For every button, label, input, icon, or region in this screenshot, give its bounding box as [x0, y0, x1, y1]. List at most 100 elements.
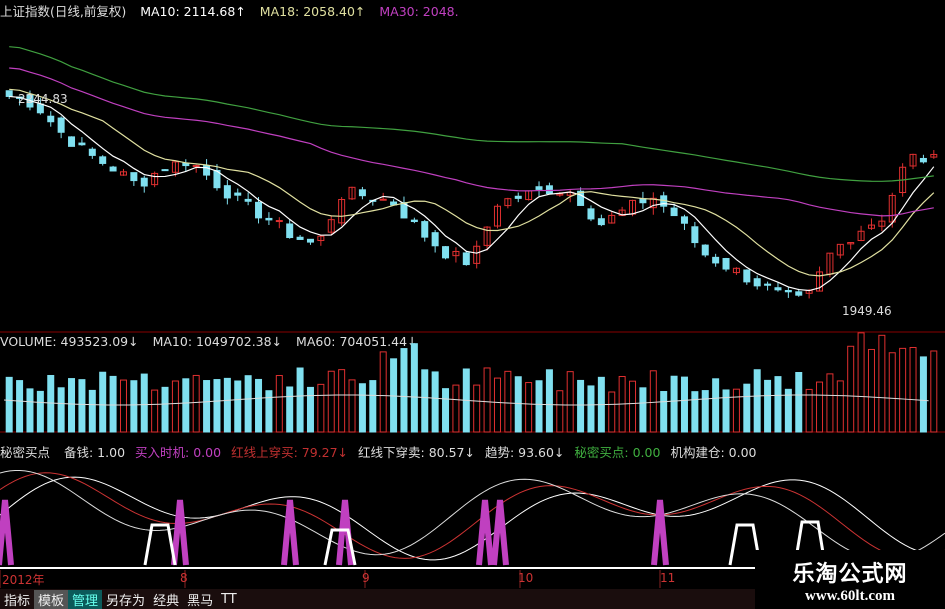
candle [774, 287, 782, 291]
volume-bar [784, 388, 792, 433]
volume-bar [805, 388, 813, 433]
tab-template[interactable]: 模板 [34, 589, 69, 609]
watermark-name: 乐淘公式网 [792, 561, 908, 587]
indicator-value: 秘密买点: 0.00 [574, 445, 661, 460]
ma30-value: MA30: 2048. [379, 4, 459, 19]
volume-bar [306, 386, 314, 433]
volume-bar [629, 380, 637, 433]
volume-bar [795, 371, 803, 433]
volume-bar [577, 379, 585, 433]
volume-bar [691, 391, 699, 433]
tab-tt[interactable]: TT [221, 591, 237, 607]
candle [473, 245, 481, 264]
volume-bar [317, 383, 325, 433]
volume-bar [919, 356, 927, 433]
candle [130, 172, 138, 182]
candle [348, 186, 356, 200]
candle [712, 256, 720, 264]
candle [691, 226, 699, 244]
candle [358, 189, 366, 197]
date-label: 10 [518, 571, 534, 585]
volume-bar [255, 378, 263, 433]
indicator-line [0, 476, 945, 561]
volume-bar [836, 380, 844, 433]
volume-bar [909, 346, 917, 433]
volume-header: VOLUME: 493523.09↓ MA10: 1049702.38↓ MA6… [0, 334, 428, 349]
indicator-value: 机构建仓: 0.00 [670, 445, 757, 460]
candle [743, 269, 751, 283]
candle [379, 198, 387, 201]
candle [286, 223, 294, 239]
candle [545, 185, 553, 195]
volume-bar [753, 369, 761, 433]
candle [795, 291, 803, 296]
candle [244, 198, 252, 202]
volume-bar [888, 352, 896, 433]
candle [722, 258, 730, 270]
bottom-tabs: 指标 模板 管理 另存为 经典 黑马 TT [0, 589, 760, 609]
volume-bar [826, 373, 834, 433]
volume-bar [99, 371, 107, 433]
candle [265, 217, 273, 221]
candle [909, 153, 917, 167]
volume-bar [275, 375, 283, 433]
candle [587, 208, 595, 220]
volume-bar [119, 379, 127, 433]
volume-bar [431, 371, 439, 433]
candle [452, 250, 460, 257]
volume-bar [57, 387, 65, 433]
candle [919, 157, 927, 163]
volume-bar [140, 373, 148, 433]
tab-manage[interactable]: 管理 [68, 589, 103, 609]
candle [296, 236, 304, 240]
tab-indicator[interactable]: 指标 [4, 593, 31, 609]
volume-bar [68, 378, 76, 433]
candle [223, 185, 231, 199]
candle [213, 169, 221, 189]
high-annotation: 2244.83 [18, 92, 68, 106]
candle [338, 199, 346, 224]
candle [535, 186, 543, 190]
candle [88, 148, 96, 156]
candle [275, 220, 283, 223]
volume-bar [109, 375, 117, 433]
volume-bar [514, 376, 522, 433]
volume-bar [701, 390, 709, 433]
date-label: 11 [660, 571, 676, 585]
candle [99, 156, 107, 164]
volume-bar [296, 367, 304, 433]
volume-bar [566, 371, 574, 433]
buy-timing-spike [651, 499, 669, 566]
date-label: 2012年 [2, 573, 45, 587]
volume-bar [286, 386, 294, 433]
candle [327, 219, 335, 233]
volume-bar [680, 376, 688, 433]
volume-bar [5, 376, 13, 433]
volume-bar [161, 386, 169, 433]
candle [410, 219, 418, 223]
buy-timing-spike [0, 499, 14, 566]
trend-hump [793, 520, 827, 566]
volume-bar [16, 380, 24, 433]
tab-dark-horse[interactable]: 黑马 [187, 593, 214, 609]
volume-bar [26, 388, 34, 433]
tab-save-as[interactable]: 另存为 [106, 593, 146, 609]
volume-bar [660, 391, 668, 433]
indicator-value: 红线下穿卖: 80.57↓ [358, 445, 475, 460]
ma18-value: MA18: 2058.40↑ [259, 4, 366, 19]
volume-ma-line [3, 394, 929, 406]
candle [5, 90, 13, 97]
volume-bar [421, 369, 429, 433]
tab-classic[interactable]: 经典 [153, 593, 180, 609]
buy-timing-spike [476, 499, 494, 566]
candle [493, 205, 501, 227]
price-header: 上证指数(日线,前复权) MA10: 2114.68↑ MA18: 2058.4… [0, 1, 469, 20]
indicator-value: 买入时机: 0.00 [135, 445, 222, 460]
candle [306, 238, 314, 243]
volume-bar [192, 374, 200, 433]
candle [78, 142, 86, 146]
candle [119, 171, 127, 176]
candle [483, 226, 491, 246]
candle [847, 242, 855, 245]
